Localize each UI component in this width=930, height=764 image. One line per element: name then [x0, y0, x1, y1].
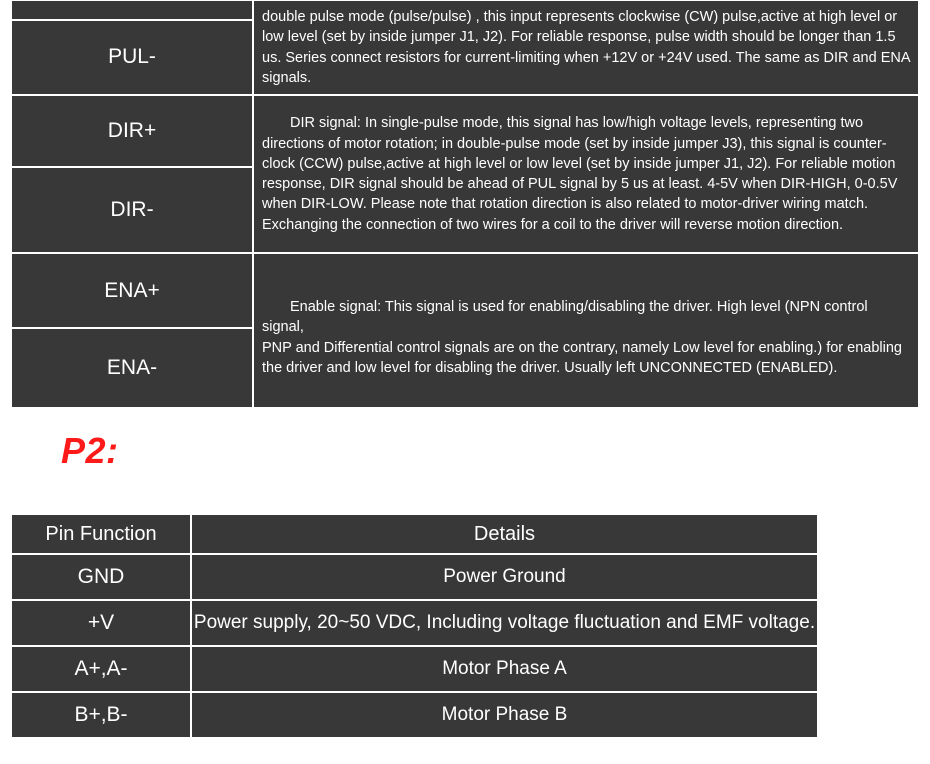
dir-description-cell: DIR signal: In single-pulse mode, this s… — [253, 95, 919, 253]
pin-cell: A+,A- — [11, 646, 191, 692]
table-row: B+,B- Motor Phase B — [11, 692, 818, 738]
p2-heading: P2: — [61, 430, 930, 472]
header-pin-function: Pin Function — [11, 514, 191, 554]
dir-text-rest: directions of motor rotation; in double-… — [262, 136, 897, 233]
dir-minus-cell: DIR- — [11, 167, 253, 253]
table-row: A+,A- Motor Phase A — [11, 646, 818, 692]
table-header-row: Pin Function Details — [11, 514, 818, 554]
table-row: GND Power Ground — [11, 554, 818, 600]
ena-text-firstline: Enable signal: This signal is used for e… — [262, 299, 868, 335]
ena-description-cell: Enable signal: This signal is used for e… — [253, 253, 919, 408]
table-row: +V Power supply, 20~50 VDC, Including vo… — [11, 600, 818, 646]
pin-cell: +V — [11, 600, 191, 646]
pul-description-cell: double pulse mode (pulse/pulse) , this i… — [253, 0, 919, 95]
details-cell: Power Ground — [191, 554, 818, 600]
pin-cell: B+,B- — [11, 692, 191, 738]
details-cell: Motor Phase A — [191, 646, 818, 692]
pul-minus-cell: PUL- — [11, 20, 253, 95]
power-pin-table: Pin Function Details GND Power Ground +V… — [11, 514, 818, 738]
dir-plus-cell: DIR+ — [11, 95, 253, 167]
ena-text-rest: PNP and Differential control signals are… — [262, 340, 902, 376]
ena-plus-cell: ENA+ — [11, 253, 253, 328]
ena-minus-cell: ENA- — [11, 328, 253, 408]
details-cell: Motor Phase B — [191, 692, 818, 738]
header-details: Details — [191, 514, 818, 554]
pul-plus-cell — [11, 0, 253, 20]
details-cell: Power supply, 20~50 VDC, Including volta… — [191, 600, 818, 646]
pin-cell: GND — [11, 554, 191, 600]
signal-table: double pulse mode (pulse/pulse) , this i… — [11, 0, 919, 408]
pul-text: double pulse mode (pulse/pulse) , this i… — [262, 9, 910, 86]
dir-text-firstline: DIR signal: In single-pulse mode, this s… — [290, 115, 863, 131]
